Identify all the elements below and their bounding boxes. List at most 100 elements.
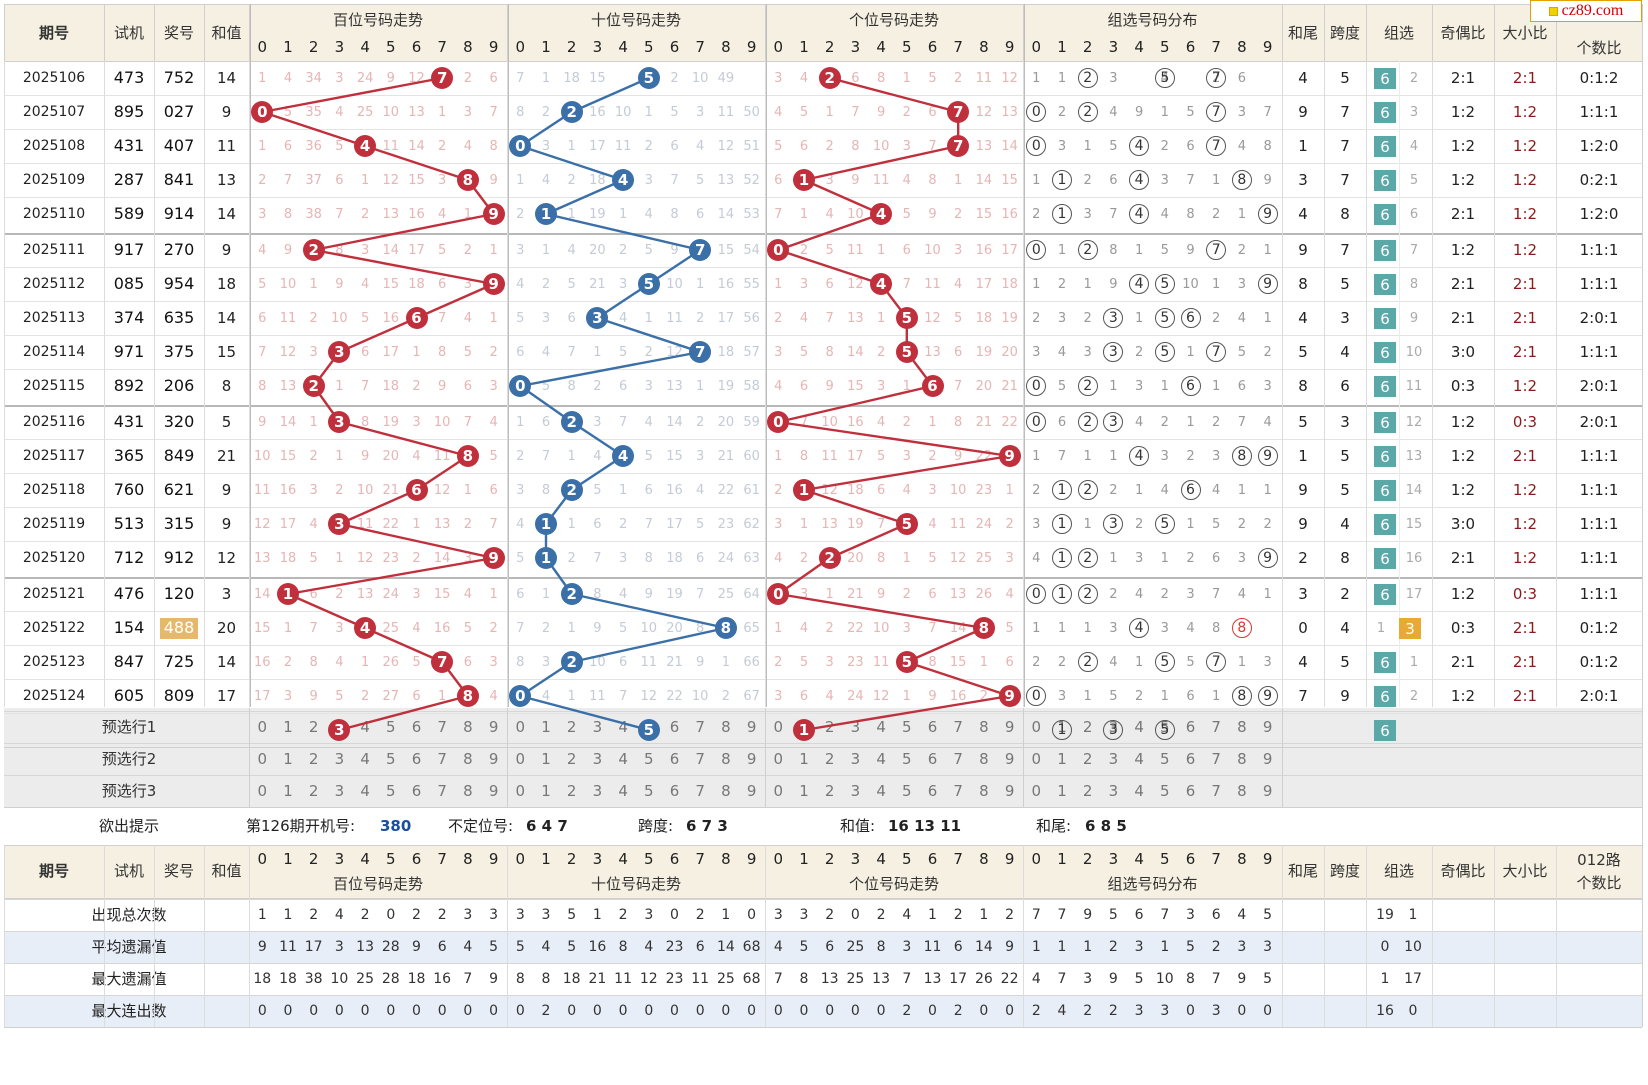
preselect-digit[interactable]: 2: [824, 749, 835, 768]
preselect-digit[interactable]: 0: [773, 717, 784, 736]
preselect-digit[interactable]: 8: [721, 749, 731, 768]
preselect-digit[interactable]: 6: [927, 781, 938, 800]
preselect-digit[interactable]: 0: [1031, 749, 1042, 768]
preselect-digit[interactable]: 0: [515, 749, 526, 768]
preselect-digit[interactable]: 8: [463, 717, 473, 736]
preselect-digit[interactable]: 1: [541, 717, 551, 736]
preselect-digit[interactable]: 8: [1237, 749, 1247, 768]
preselect-digit[interactable]: 9: [746, 717, 757, 736]
preselect-digit[interactable]: 4: [1134, 749, 1144, 768]
preselect-digit[interactable]: 9: [1262, 717, 1273, 736]
preselect-digit[interactable]: 9: [1004, 781, 1015, 800]
preselect-digit[interactable]: 8: [979, 781, 989, 800]
preselect-digit[interactable]: 4: [360, 749, 370, 768]
preselect-digit[interactable]: 3: [334, 781, 345, 800]
preselect-digit[interactable]: 2: [824, 717, 835, 736]
preselect-digit[interactable]: 9: [488, 781, 499, 800]
preselect-digit[interactable]: 2: [308, 781, 319, 800]
preselect-digit[interactable]: 4: [618, 717, 628, 736]
preselect-digit[interactable]: 8: [1237, 781, 1247, 800]
preselect-digit[interactable]: 4: [1134, 781, 1144, 800]
preselect-digit[interactable]: 7: [1211, 781, 1221, 800]
preselect-digit[interactable]: 5: [644, 781, 654, 800]
preselect-digit[interactable]: 3: [334, 749, 345, 768]
preselect-digit[interactable]: 9: [746, 781, 757, 800]
preselect-digit[interactable]: 6: [1185, 717, 1196, 736]
preselect-digit[interactable]: 1: [541, 749, 551, 768]
preselect-digit[interactable]: 6: [669, 717, 680, 736]
preselect-digit[interactable]: 2: [566, 749, 577, 768]
preselect-digit[interactable]: 6: [927, 749, 938, 768]
preselect-digit[interactable]: 9: [746, 749, 757, 768]
preselect-digit[interactable]: 7: [953, 717, 963, 736]
preselect-digit[interactable]: 7: [437, 781, 447, 800]
preselect-digit[interactable]: 3: [1108, 781, 1119, 800]
preselect-digit[interactable]: 0: [515, 781, 526, 800]
preselect-digit[interactable]: 6: [1185, 749, 1196, 768]
preselect-digit[interactable]: 7: [695, 749, 705, 768]
preselect-digit[interactable]: 9: [1004, 749, 1015, 768]
preselect-digit[interactable]: 5: [902, 749, 912, 768]
preselect-digit[interactable]: 7: [1211, 749, 1221, 768]
preselect-digit[interactable]: 1: [283, 781, 293, 800]
preselect-digit[interactable]: 0: [257, 749, 268, 768]
preselect-digit[interactable]: 3: [592, 749, 603, 768]
preselect-digit[interactable]: 4: [1134, 717, 1144, 736]
preselect-digit[interactable]: 9: [488, 717, 499, 736]
preselect-digit[interactable]: 1: [1057, 781, 1067, 800]
preselect-digit[interactable]: 5: [386, 749, 396, 768]
preselect-digit[interactable]: 7: [695, 781, 705, 800]
preselect-digit[interactable]: 7: [1211, 717, 1221, 736]
preselect-digit[interactable]: 0: [257, 717, 268, 736]
preselect-digit[interactable]: 2: [308, 749, 319, 768]
preselect-digit[interactable]: 6: [411, 717, 422, 736]
preselect-digit[interactable]: 6: [669, 749, 680, 768]
preselect-digit[interactable]: 6: [669, 781, 680, 800]
preselect-digit[interactable]: 0: [1031, 781, 1042, 800]
preselect-digit[interactable]: 2: [1082, 717, 1093, 736]
preselect-digit[interactable]: 8: [463, 781, 473, 800]
preselect-digit[interactable]: 7: [953, 749, 963, 768]
preselect-digit[interactable]: 4: [876, 749, 886, 768]
preselect-digit[interactable]: 4: [360, 717, 370, 736]
preselect-digit[interactable]: 1: [799, 781, 809, 800]
preselect-digit[interactable]: 4: [618, 749, 628, 768]
preselect-digit[interactable]: 6: [927, 717, 938, 736]
preselect-digit[interactable]: 0: [773, 749, 784, 768]
preselect-digit[interactable]: 5: [902, 781, 912, 800]
preselect-digit[interactable]: 3: [592, 717, 603, 736]
preselect-digit[interactable]: 2: [566, 781, 577, 800]
preselect-digit[interactable]: 5: [386, 717, 396, 736]
preselect-digit[interactable]: 7: [437, 749, 447, 768]
preselect-digit[interactable]: 5: [902, 717, 912, 736]
preselect-digit[interactable]: 7: [437, 717, 447, 736]
preselect-digit[interactable]: 4: [360, 781, 370, 800]
preselect-digit[interactable]: 4: [618, 781, 628, 800]
preselect-digit[interactable]: 9: [488, 749, 499, 768]
preselect-digit[interactable]: 7: [953, 781, 963, 800]
bottom-header-qihao[interactable]: 期号: [38, 862, 69, 880]
header-qihao[interactable]: 期号: [38, 24, 69, 42]
preselect-digit[interactable]: 3: [592, 781, 603, 800]
preselect-digit[interactable]: 1: [799, 749, 809, 768]
preselect-digit[interactable]: 3: [850, 749, 861, 768]
preselect-digit[interactable]: 6: [1185, 781, 1196, 800]
preselect-digit[interactable]: 9: [1262, 749, 1273, 768]
preselect-digit[interactable]: 7: [695, 717, 705, 736]
preselect-digit[interactable]: 5: [1160, 749, 1170, 768]
preselect-digit[interactable]: 2: [824, 781, 835, 800]
preselect-digit[interactable]: 3: [850, 717, 861, 736]
preselect-digit[interactable]: 0: [257, 781, 268, 800]
preselect-digit[interactable]: 8: [979, 717, 989, 736]
preselect-digit[interactable]: 9: [1004, 717, 1015, 736]
preselect-digit[interactable]: 3: [1108, 749, 1119, 768]
preselect-digit[interactable]: 0: [773, 781, 784, 800]
preselect-digit[interactable]: 4: [876, 717, 886, 736]
preselect-digit[interactable]: 3: [850, 781, 861, 800]
preselect-digit[interactable]: 1: [541, 781, 551, 800]
preselect-digit[interactable]: 1: [283, 717, 293, 736]
preselect-digit[interactable]: 0: [515, 717, 526, 736]
preselect-digit[interactable]: 2: [566, 717, 577, 736]
preselect-digit[interactable]: 8: [1237, 717, 1247, 736]
preselect-digit[interactable]: 2: [1082, 749, 1093, 768]
